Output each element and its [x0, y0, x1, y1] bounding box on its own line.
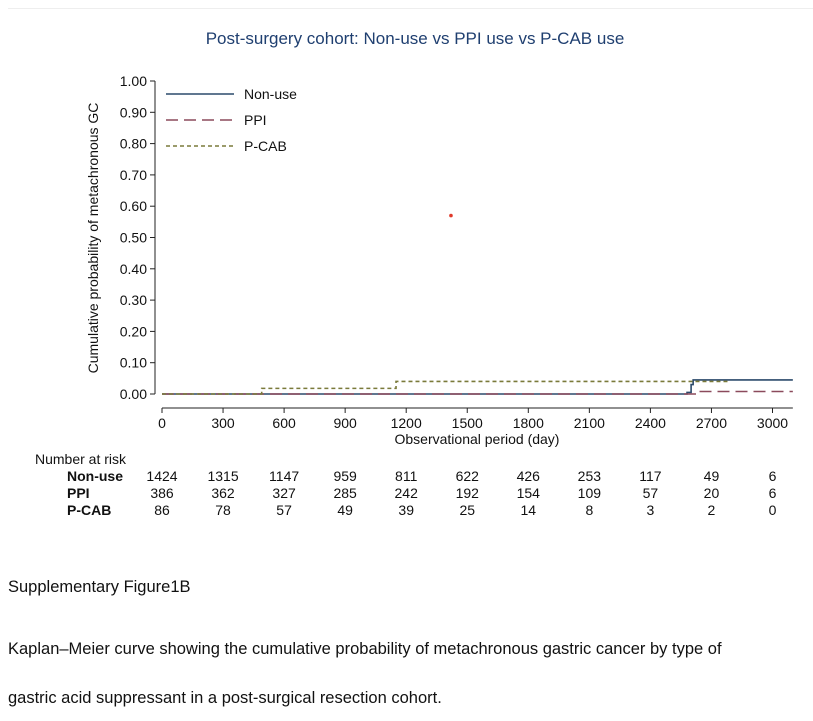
legend-label: Non-use: [244, 86, 297, 102]
x-tick-label: 2100: [574, 415, 605, 431]
risk-row-label: PPI: [67, 485, 90, 501]
y-tick-label: 0.50: [120, 230, 147, 246]
x-tick-label: 0: [158, 415, 166, 431]
risk-cell: 57: [643, 485, 659, 501]
risk-cell: 57: [276, 502, 292, 518]
risk-cell: 2: [708, 502, 716, 518]
figure-label: Supplementary Figure1B: [8, 578, 191, 596]
risk-cell: 192: [456, 485, 480, 501]
risk-cell: 20: [704, 485, 720, 501]
series-line-p-cab: [162, 380, 730, 395]
y-tick-label: 0.30: [120, 292, 147, 308]
y-axis-label: Cumulative probability of metachronous G…: [85, 103, 101, 374]
risk-cell: 39: [398, 502, 414, 518]
risk-cell: 6: [769, 485, 777, 501]
y-tick-label: 0.80: [120, 136, 147, 152]
risk-cell: 0: [769, 502, 777, 518]
x-axis: 0 300 600 900 1200 1500 1800 2100 2400 2700 3000: [158, 407, 793, 431]
x-tick-label: 900: [333, 415, 357, 431]
risk-cell: 622: [456, 468, 480, 484]
x-tick-label: 600: [272, 415, 296, 431]
series-layer: [162, 213, 793, 395]
y-tick-label: 0.40: [120, 261, 147, 277]
risk-cell: 1424: [146, 468, 177, 484]
y-tick-label: 0.90: [120, 104, 147, 120]
figure-panel: Post-surgery cohort: Non-use vs PPI use …: [8, 8, 813, 536]
figure-caption-line-1: Kaplan–Meier curve showing the cumulativ…: [8, 640, 722, 658]
risk-cell: 25: [459, 502, 475, 518]
risk-cell: 242: [395, 485, 419, 501]
risk-row-label: Non-use: [67, 468, 123, 484]
x-tick-label: 2700: [696, 415, 727, 431]
risk-cell: 8: [585, 502, 593, 518]
risk-row-label: P-CAB: [67, 502, 111, 518]
risk-cell: 49: [704, 468, 720, 484]
x-tick-label: 3000: [757, 415, 788, 431]
figure-caption-line-2: gastric acid suppressant in a post-surgi…: [8, 689, 442, 707]
y-tick-label: 0.70: [120, 167, 147, 183]
legend: Non-use PPI P-CAB: [166, 86, 297, 154]
x-tick-label: 300: [211, 415, 235, 431]
risk-cell: 1315: [207, 468, 238, 484]
risk-cell: 154: [517, 485, 541, 501]
y-tick-label: 0.20: [120, 323, 147, 339]
risk-cell: 959: [333, 468, 357, 484]
x-tick-label: 2400: [635, 415, 666, 431]
km-chart: Post-surgery cohort: Non-use vs PPI use …: [35, 29, 793, 518]
x-tick-label: 1200: [391, 415, 422, 431]
risk-cell: 49: [337, 502, 353, 518]
risk-cell: 362: [211, 485, 235, 501]
legend-label: P-CAB: [244, 138, 287, 154]
annotation-point: [449, 213, 453, 218]
risk-cell: 109: [578, 485, 602, 501]
y-tick-label: 0.10: [120, 355, 147, 371]
risk-cell: 78: [215, 502, 231, 518]
y-axis: 0.00 0.10 0.20 0.30 0.40 0.50 0.60 0.70 0.80 0.90…: [120, 73, 156, 402]
series-line-ppi: [162, 390, 793, 395]
x-tick-label: 1500: [452, 415, 483, 431]
y-tick-label: 0.00: [120, 386, 147, 402]
chart-title: Post-surgery cohort: Non-use vs PPI use …: [206, 29, 625, 48]
risk-table-title: Number at risk: [35, 451, 127, 467]
risk-cell: 426: [517, 468, 541, 484]
risk-cell: 14: [521, 502, 537, 518]
risk-cell: 285: [333, 485, 357, 501]
x-tick-label: 1800: [513, 415, 544, 431]
risk-cell: 86: [154, 502, 170, 518]
y-tick-label: 1.00: [120, 73, 147, 89]
risk-cell: 6: [769, 468, 777, 484]
y-tick-label: 0.60: [120, 198, 147, 214]
risk-cell: 327: [272, 485, 296, 501]
risk-cell: 3: [647, 502, 655, 518]
risk-cell: 117: [639, 468, 662, 484]
risk-cell: 1147: [269, 468, 299, 484]
risk-cell: 811: [395, 468, 418, 484]
risk-cell: 253: [578, 468, 602, 484]
x-axis-label: Observational period (day): [395, 431, 560, 447]
legend-label: PPI: [244, 112, 267, 128]
risk-cell: 386: [150, 485, 174, 501]
